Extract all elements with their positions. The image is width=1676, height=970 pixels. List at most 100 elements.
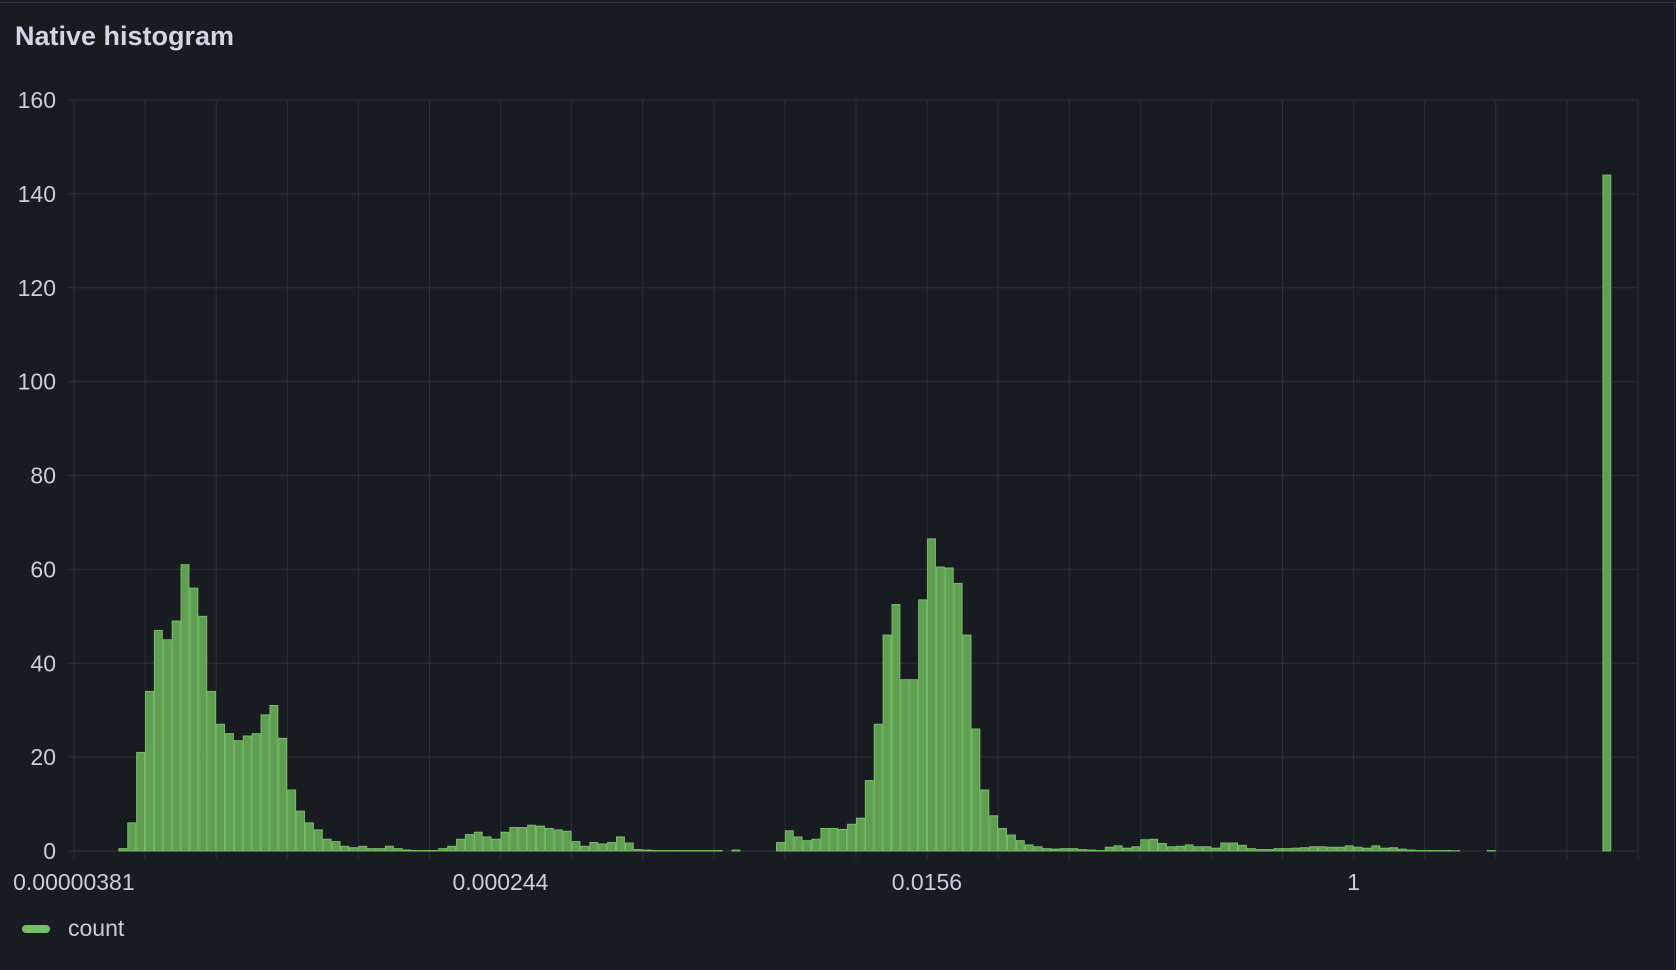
histogram-bar [909,679,919,852]
histogram-bar [971,728,981,852]
panel-title[interactable]: Native histogram [15,21,235,51]
histogram-bar [438,848,448,852]
histogram-bar [829,827,839,852]
legend-label-count[interactable]: count [68,915,125,941]
histogram-bar [598,843,608,852]
histogram-bar [998,827,1008,852]
y-tick-label: 100 [18,369,56,395]
histogram-bar [784,830,794,852]
histogram-bar [775,842,785,852]
histogram-bar [624,842,634,852]
histogram-bar [882,634,892,852]
histogram-bar [1335,846,1345,852]
histogram-bar [1202,846,1212,852]
histogram-bar [1060,848,1070,852]
histogram-bar [1015,840,1025,852]
x-tick-label: 0.0156 [892,869,962,895]
histogram-bar [447,845,457,852]
y-tick-label: 40 [30,650,56,676]
histogram-bar [989,815,999,852]
histogram-bar [607,842,617,852]
histogram-bar [1069,848,1079,852]
histogram-bar [1175,845,1185,852]
histogram-bar [127,822,137,852]
histogram-bar [384,845,394,852]
histogram-bar [1273,848,1283,852]
histogram-bar [1086,849,1096,852]
histogram-bar [1602,174,1612,852]
histogram-bar [536,825,545,852]
histogram-bar [571,841,581,852]
histogram-bar [1104,846,1114,852]
y-tick-label: 80 [30,463,56,489]
histogram-bar [1220,842,1230,852]
histogram-bar [900,679,910,852]
histogram-bar [313,829,323,852]
histogram-bar [944,567,954,852]
histogram-bar [278,737,288,852]
y-tick-label: 20 [30,744,56,770]
histogram-bar [855,817,865,852]
histogram-bar [793,836,803,852]
histogram-bar [1078,849,1087,852]
histogram-bar [1238,844,1247,852]
histogram-bar [1264,849,1274,852]
histogram-bar [349,847,359,852]
histogram-chart: 0 20 40 60 80 100 120 140 160 0.00000381 0.000244 0… [13,87,1639,895]
histogram-bar [482,836,492,852]
histogram-bar [473,831,483,852]
histogram-bar [562,830,572,852]
histogram-bar [847,823,856,852]
histogram-bar [1389,847,1399,852]
histogram-bar [456,838,465,852]
histogram-bar [1211,847,1221,852]
histogram-bar [260,714,270,852]
histogram-bar [171,620,181,852]
histogram-bar [1184,844,1194,852]
histogram-bar [802,840,812,852]
histogram-bar [1326,846,1336,852]
histogram-bar [225,733,234,852]
histogram-bar [340,845,350,852]
histogram-bar [1291,847,1301,852]
y-tick-label: 60 [30,556,56,582]
histogram-bar [287,789,297,852]
x-tick-label: 1 [1347,869,1360,895]
histogram-bar [233,740,243,852]
histogram-bar [136,751,146,852]
histogram-bar [953,582,963,852]
histogram-bar [1166,846,1176,852]
histogram-bar [589,842,599,852]
y-tick-label: 140 [18,181,56,207]
histogram-bar [1353,846,1363,852]
histogram-bar [553,829,563,852]
histogram-bar [544,827,554,852]
histogram-bar [331,841,341,852]
histogram-bar [731,849,741,852]
histogram-bar [1398,848,1407,852]
histogram-bar [500,831,510,852]
histogram-bar [1344,845,1354,852]
histogram-bar [402,849,412,852]
histogram-bar [927,538,936,852]
histogram-bar [1051,848,1061,852]
histogram-bar [322,838,332,852]
histogram-bar [518,827,528,852]
histogram-bar [1024,844,1034,852]
histogram-bar [251,733,261,852]
histogram-bar [616,836,625,852]
histogram-bar [980,789,990,852]
histogram-bar [304,822,314,852]
histogram-bar [216,723,226,852]
histogram-bar [1007,834,1016,852]
histogram-bar [242,735,252,852]
histogram-bar [1131,846,1141,852]
histogram-bar [491,838,501,852]
histogram-bar [393,848,403,852]
histogram-bar [962,634,972,852]
histogram-bar [1140,839,1150,852]
x-tick-label: 0.000244 [453,869,549,895]
x-tick-label: 0.00000381 [13,869,135,895]
histogram-bar [1371,845,1381,852]
histogram-bar [376,848,385,852]
